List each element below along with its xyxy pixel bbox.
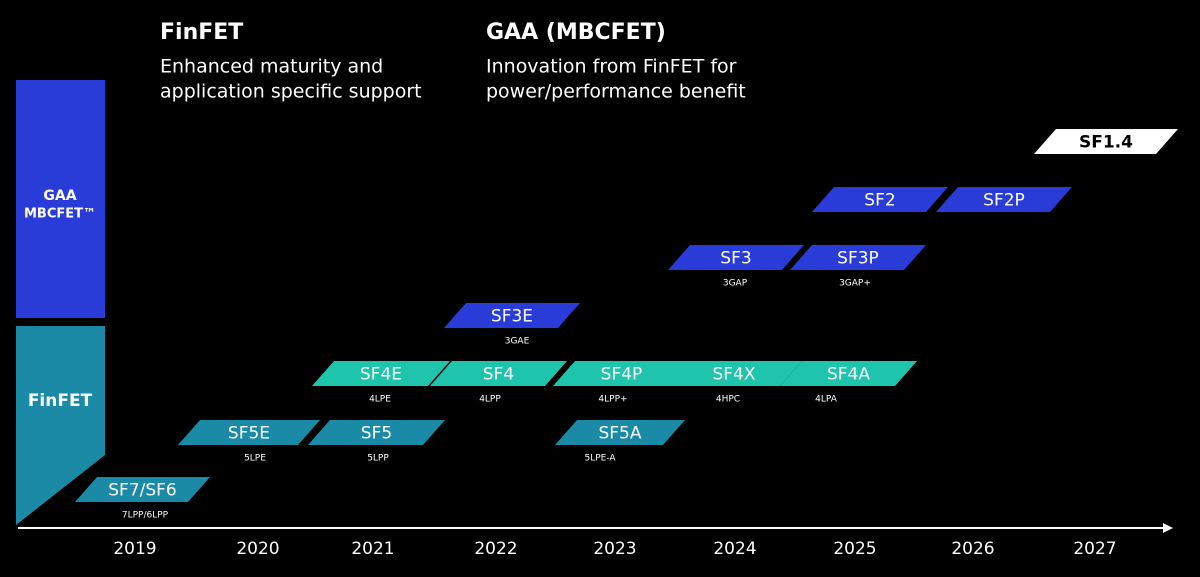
node-sublabel: 4LPE — [369, 395, 391, 405]
node-sublabel: 4LPP+ — [598, 395, 627, 405]
node-shape — [444, 303, 580, 328]
node-shape — [553, 361, 690, 386]
node-label: SF4A — [827, 365, 870, 385]
node-shape — [668, 245, 804, 270]
node-label: SF3P — [837, 249, 879, 269]
node-shape — [308, 420, 445, 445]
year-label: 2026 — [951, 539, 994, 559]
node-shape — [666, 361, 802, 386]
node-label: SF4X — [712, 365, 755, 385]
node-sublabel: 7LPP/6LPP — [122, 511, 169, 521]
node-sublabel: 3GAP — [723, 279, 748, 289]
year-label: 2025 — [833, 539, 876, 559]
header-line: Enhanced maturity and — [160, 56, 383, 78]
year-label: 2027 — [1073, 539, 1116, 559]
node-label: SF5A — [598, 424, 641, 444]
node-label: SF7/SF6 — [108, 481, 177, 501]
node-label: SF3E — [491, 307, 533, 327]
node-label: SF2P — [983, 191, 1025, 211]
node-sublabel: 5LPE-A — [584, 454, 616, 464]
year-label: 2020 — [236, 539, 279, 559]
gaa-bar — [16, 80, 105, 318]
node-shape — [555, 420, 685, 445]
timeline-arrow — [1163, 523, 1173, 533]
finfet-bar — [16, 326, 105, 525]
node-shape — [312, 361, 450, 386]
header-title: GAA (MBCFET) — [486, 20, 666, 45]
node-shape — [936, 187, 1072, 212]
year-label: 2021 — [351, 539, 394, 559]
node-label: SF3 — [720, 249, 751, 269]
node-sublabel: 3GAE — [505, 337, 530, 347]
year-label: 2019 — [113, 539, 156, 559]
node-shape — [1034, 129, 1178, 154]
side-label: GAA — [43, 188, 76, 204]
node-label: SF1.4 — [1079, 133, 1133, 153]
year-label: 2024 — [713, 539, 756, 559]
node-shape — [430, 361, 567, 386]
side-label: MBCFET™ — [24, 207, 96, 222]
header-line: application specific support — [160, 81, 422, 103]
node-sublabel: 5LPE — [244, 454, 266, 464]
node-shape — [178, 420, 320, 445]
node-label: SF4P — [601, 365, 643, 385]
node-label: SF2 — [864, 191, 895, 211]
node-shape — [780, 361, 917, 386]
node-shape — [75, 477, 210, 502]
node-label: SF5 — [361, 424, 392, 444]
node-sublabel: 3GAP+ — [839, 279, 871, 289]
node-label: SF4E — [360, 365, 402, 385]
year-label: 2023 — [593, 539, 636, 559]
side-label: FinFET — [28, 391, 93, 411]
node-sublabel: 5LPP — [367, 454, 389, 464]
node-sublabel: 4LPP — [479, 395, 501, 405]
node-label: SF5E — [228, 424, 270, 444]
header-line: Innovation from FinFET for — [486, 56, 737, 78]
year-label: 2022 — [474, 539, 517, 559]
header-title: FinFET — [160, 20, 243, 45]
node-shape — [790, 245, 926, 270]
node-sublabel: 4HPC — [716, 395, 740, 405]
node-sublabel: 4LPA — [815, 395, 838, 405]
node-shape — [812, 187, 948, 212]
header-line: power/performance benefit — [486, 81, 746, 103]
node-label: SF4 — [483, 365, 514, 385]
